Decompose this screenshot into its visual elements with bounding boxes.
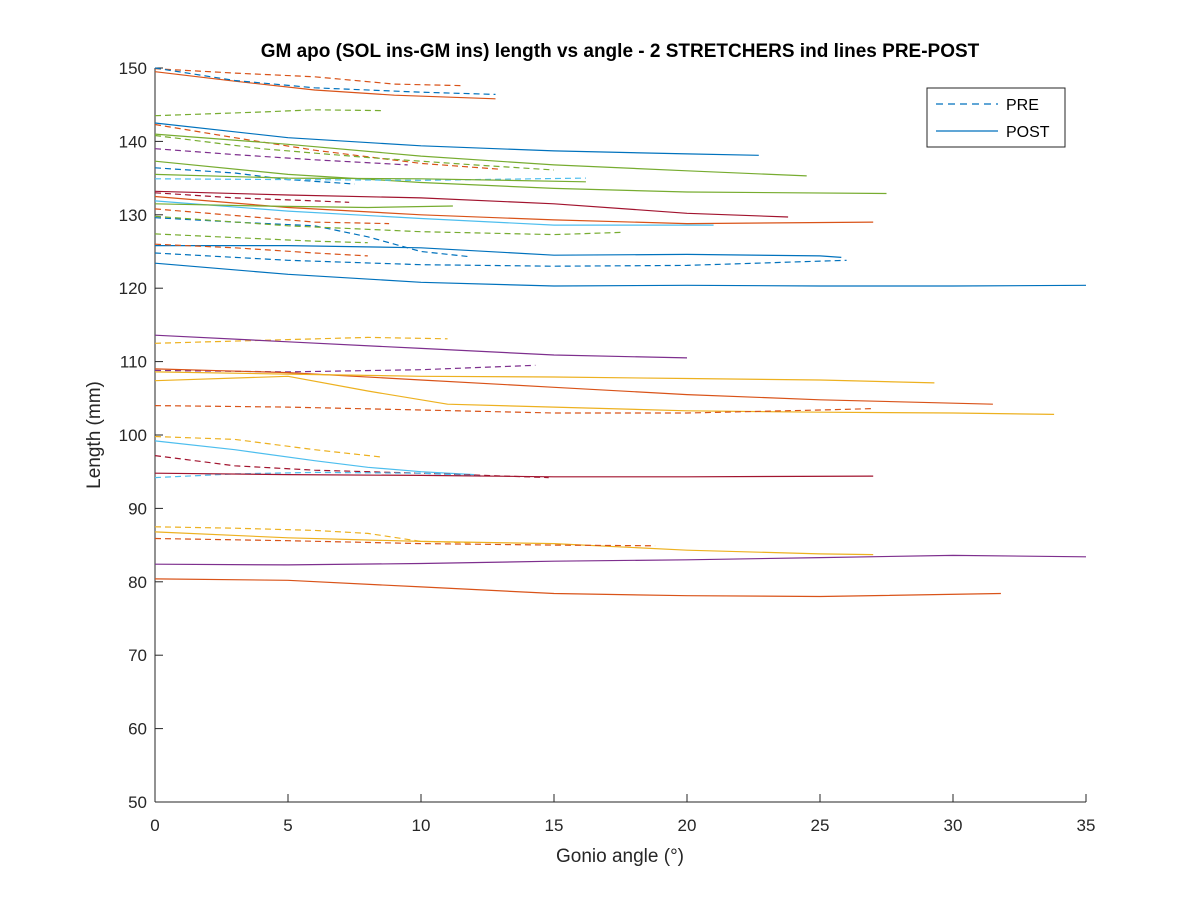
- series-line-pre-3: [154, 67, 496, 95]
- series-line-post-16: [154, 195, 874, 225]
- series-line-pre-22: [154, 233, 368, 244]
- x-axis-label: Gonio angle (°): [556, 846, 684, 867]
- series-line-post-14: [154, 190, 789, 218]
- x-tick-label: 25: [811, 816, 830, 835]
- series-line-pre-4: [154, 109, 382, 117]
- series-line-pre-19: [154, 208, 390, 225]
- series-line-post-28: [154, 334, 688, 359]
- y-tick-label: 100: [119, 426, 147, 445]
- x-axis-ticks: 0 5 10 15 20 25 30 35: [150, 794, 1095, 835]
- series-line-post-42: [154, 554, 1087, 566]
- series-line-post-2: [154, 71, 496, 100]
- y-tick-label: 140: [119, 132, 147, 151]
- series-line-post-7: [154, 133, 807, 177]
- y-axis-ticks: 50 60 70 80 90 100 110 120 130 140 150: [119, 59, 163, 812]
- series-line-pre-11: [154, 167, 355, 185]
- series-line-post-10: [154, 160, 887, 195]
- y-tick-label: 50: [128, 793, 147, 812]
- series-line-pre-8: [154, 134, 555, 171]
- series-line-pre-20: [154, 217, 469, 258]
- series-line-pre-34: [154, 435, 382, 458]
- series-line-pre-41: [154, 537, 656, 547]
- x-tick-label: 30: [944, 816, 963, 835]
- series-line-post-13: [154, 173, 586, 183]
- series-line-pre-9: [154, 148, 408, 166]
- series-line-pre-25: [154, 252, 847, 267]
- series-group: [154, 67, 1087, 598]
- series-line-pre-33: [154, 405, 874, 414]
- series-line-post-26: [154, 262, 1087, 287]
- series-line-post-31: [154, 371, 935, 384]
- series-line-post-32: [154, 375, 1055, 415]
- series-line-pre-6: [154, 123, 501, 170]
- series-line-post-35: [154, 440, 475, 476]
- series-line-pre-1: [154, 68, 461, 87]
- y-tick-label: 150: [119, 59, 147, 78]
- y-tick-label: 120: [119, 279, 147, 298]
- series-line-post-43: [154, 578, 1001, 598]
- x-tick-label: 5: [283, 816, 292, 835]
- series-line-post-23: [155, 245, 842, 258]
- y-tick-label: 70: [128, 646, 147, 665]
- series-line-post-38: [154, 472, 874, 478]
- y-tick-label: 130: [119, 206, 147, 225]
- y-tick-label: 90: [128, 499, 147, 518]
- chart-title: GM apo (SOL ins-GM ins) length vs angle …: [261, 41, 980, 62]
- series-line-post-18: [154, 203, 453, 209]
- series-line-post-5: [154, 122, 759, 156]
- series-line-pre-39: [154, 526, 475, 544]
- legend: PRE POST: [926, 87, 1066, 148]
- series-line-pre-29: [154, 364, 536, 373]
- legend-label-pre: PRE: [1006, 97, 1039, 114]
- legend-box: [926, 87, 1066, 148]
- y-tick-label: 80: [128, 573, 147, 592]
- legend-label-post: POST: [1006, 124, 1050, 141]
- y-tick-label: 60: [128, 720, 147, 739]
- x-tick-label: 15: [545, 816, 564, 835]
- series-line-pre-37: [154, 471, 483, 479]
- x-tick-label: 10: [412, 816, 431, 835]
- x-tick-label: 0: [150, 816, 159, 835]
- series-line-pre-21: [154, 215, 621, 236]
- x-tick-label: 35: [1077, 816, 1096, 835]
- series-line-post-30: [154, 368, 993, 405]
- series-line-post-17: [154, 200, 714, 226]
- series-line-pre-36: [154, 455, 549, 479]
- y-tick-label: 110: [120, 353, 147, 372]
- x-tick-label: 20: [678, 816, 697, 835]
- y-axis-label: Length (mm): [84, 381, 105, 489]
- series-line-pre-27: [154, 336, 448, 344]
- series-line-post-40: [154, 531, 874, 556]
